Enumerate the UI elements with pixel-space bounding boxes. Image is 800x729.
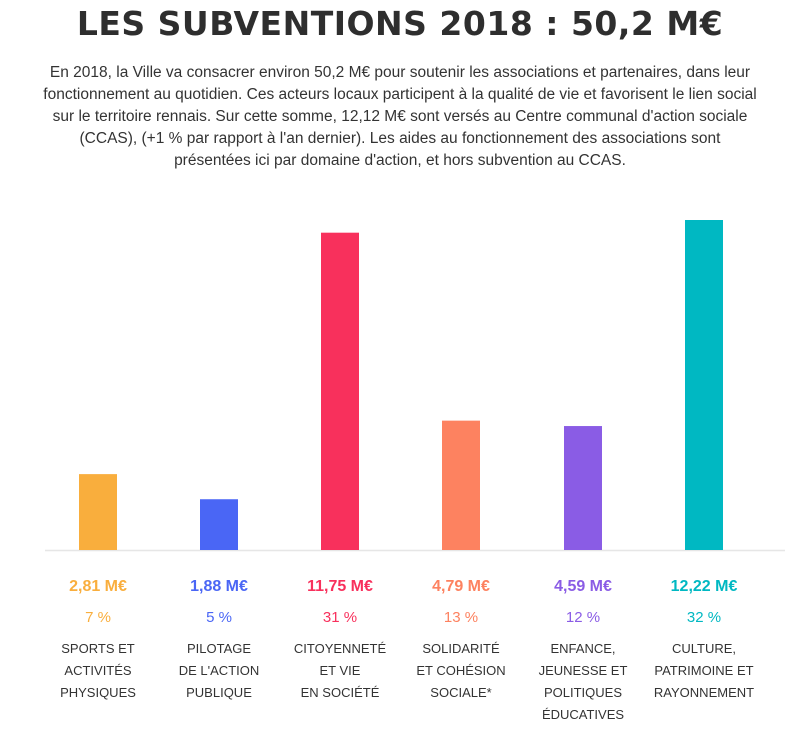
- bar-5: [685, 220, 723, 550]
- category-label-line: POLITIQUES: [544, 685, 622, 700]
- category-label-line: PATRIMOINE ET: [654, 663, 753, 678]
- category-label-5: CULTURE, PATRIMOINE ET RAYONNEMENT: [654, 641, 754, 700]
- intro-paragraph: En 2018, la Ville va consacrer environ 5…: [43, 64, 757, 169]
- bar-2: [321, 232, 359, 550]
- percent-label-4: 12 %: [566, 609, 600, 626]
- category-label-line: ACTIVITÉS: [64, 663, 132, 678]
- category-label-line: ENFANCE,: [550, 641, 615, 656]
- page-title: LES SUBVENTIONS 2018 : 50,2 M€: [76, 4, 724, 43]
- bar-1: [200, 499, 238, 550]
- category-label-4: ENFANCE, JEUNESSE ET POLITIQUES ÉDUCATIVES: [539, 641, 628, 722]
- category-label-line: JEUNESSE ET: [539, 663, 628, 678]
- bar-3: [442, 420, 480, 550]
- percent-label-5: 32 %: [687, 609, 721, 626]
- value-label-2: 11,75 M€: [307, 578, 373, 595]
- category-label-line: RAYONNEMENT: [654, 685, 754, 700]
- category-label-line: SPORTS ET: [61, 641, 135, 656]
- value-label-4: 4,59 M€: [554, 578, 612, 595]
- value-label-3: 4,79 M€: [432, 578, 490, 595]
- category-label-line: PHYSIQUES: [60, 685, 136, 700]
- percent-label-1: 5 %: [206, 609, 232, 626]
- percent-label-0: 7 %: [85, 609, 111, 626]
- category-label-line: ÉDUCATIVES: [542, 707, 624, 722]
- bar-4: [564, 426, 602, 550]
- category-label-line: CULTURE,: [672, 641, 736, 656]
- category-label-line: DE L'ACTION: [179, 663, 260, 678]
- category-label-line: SOLIDARITÉ: [422, 641, 500, 656]
- percent-label-2: 31 %: [323, 609, 357, 626]
- percent-label-3: 13 %: [444, 609, 478, 626]
- category-label-0: SPORTS ET ACTIVITÉS PHYSIQUES: [60, 641, 136, 700]
- value-label-5: 12,22 M€: [671, 578, 738, 595]
- category-label-line: EN SOCIÉTÉ: [301, 685, 380, 700]
- category-label-3: SOLIDARITÉ ET COHÉSION SOCIALE*: [416, 641, 505, 700]
- category-label-line: SOCIALE*: [430, 685, 491, 700]
- category-label-line: CITOYENNETÉ: [294, 641, 387, 656]
- category-label-2: CITOYENNETÉ ET VIE EN SOCIÉTÉ: [294, 641, 387, 700]
- value-label-0: 2,81 M€: [69, 578, 127, 595]
- category-label-line: ET VIE: [320, 663, 361, 678]
- category-label-1: PILOTAGE DE L'ACTION PUBLIQUE: [179, 641, 260, 700]
- value-label-1: 1,88 M€: [190, 578, 248, 595]
- category-label-line: PILOTAGE: [187, 641, 251, 656]
- bar-0: [79, 474, 117, 550]
- category-label-line: ET COHÉSION: [416, 663, 505, 678]
- category-label-line: PUBLIQUE: [186, 685, 252, 700]
